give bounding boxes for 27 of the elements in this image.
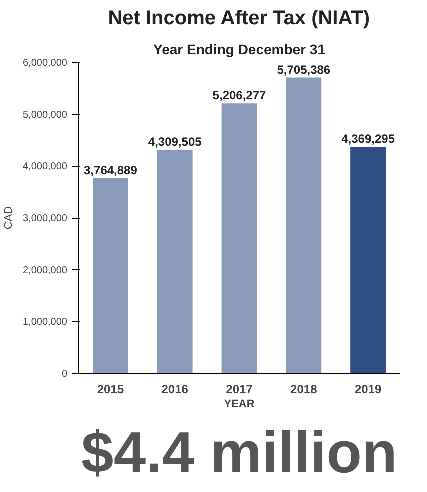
- data-label: 4,309,505: [148, 135, 202, 150]
- x-tick-label: 2017: [226, 382, 254, 396]
- x-tick-label: 2019: [354, 382, 382, 396]
- x-tick-label: 2015: [97, 382, 124, 396]
- y-axis-title: CAD: [3, 206, 16, 230]
- x-tick-label: 2016: [162, 382, 189, 396]
- data-label: 5,206,277: [212, 88, 267, 103]
- y-tick-label: 3,000,000: [23, 214, 68, 224]
- x-axis-title: YEAR: [224, 398, 255, 410]
- y-tick-label: 0: [62, 369, 68, 380]
- data-label: 4,369,295: [342, 132, 396, 146]
- y-tick-label: 4,000,000: [23, 162, 68, 173]
- data-label: 3,764,889: [84, 163, 138, 178]
- bar: [92, 178, 128, 374]
- y-tick-label: 1,000,000: [23, 317, 68, 328]
- y-tick-label: 5,000,000: [23, 110, 68, 121]
- y-tick-label: 6,000,000: [23, 58, 68, 69]
- bar: [222, 104, 258, 374]
- bar: [286, 78, 322, 374]
- text: $4.4 million: [82, 420, 398, 486]
- y-tick-label: 2,000,000: [23, 265, 68, 276]
- x-tick-label: 2018: [290, 382, 318, 396]
- data-label: 5,705,386: [277, 62, 331, 77]
- bar: [350, 147, 386, 374]
- bar: [157, 150, 193, 374]
- chart-title: Net Income After Tax (NIAT): [108, 8, 370, 30]
- chart-subtitle: Year Ending December 31: [154, 42, 326, 58]
